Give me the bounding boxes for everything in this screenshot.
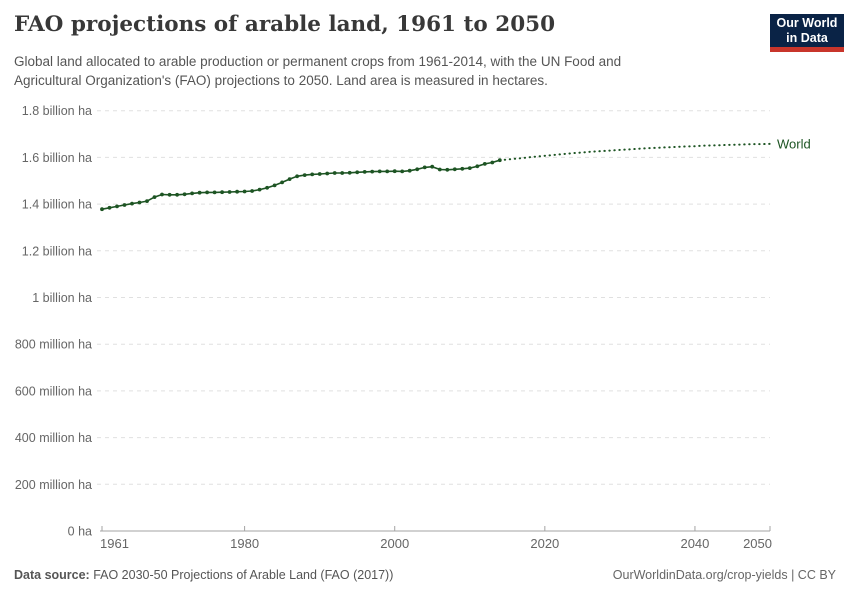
world-data-point[interactable] xyxy=(227,190,232,194)
world-data-point[interactable] xyxy=(197,190,202,195)
chart-subtitle: Global land allocated to arable producti… xyxy=(14,52,621,90)
world-data-point[interactable] xyxy=(287,177,292,182)
y-axis-tick-label: 1 billion ha xyxy=(32,291,92,305)
x-axis-tick-label: 1980 xyxy=(230,536,259,551)
world-data-point[interactable] xyxy=(400,169,405,174)
world-data-point[interactable] xyxy=(182,192,187,197)
world-data-point[interactable] xyxy=(467,166,472,171)
world-data-point[interactable] xyxy=(235,189,240,194)
y-axis-tick-label: 1.6 billion ha xyxy=(22,151,92,165)
y-axis-tick-label: 200 million ha xyxy=(15,478,92,492)
owid-logo-text-line2: in Data xyxy=(786,30,828,45)
y-axis-tick-label: 0 ha xyxy=(68,525,92,539)
y-axis-tick-label: 1.8 billion ha xyxy=(22,104,92,118)
world-data-point[interactable] xyxy=(130,201,134,206)
world-data-point[interactable] xyxy=(302,173,307,178)
world-data-point[interactable] xyxy=(317,172,322,176)
y-axis-tick-label: 400 million ha xyxy=(15,431,92,445)
chart-subtitle-line1: Global land allocated to arable producti… xyxy=(14,54,622,69)
world-data-point[interactable] xyxy=(475,164,480,169)
world-data-point[interactable] xyxy=(332,171,337,175)
y-axis-tick-label: 1.2 billion ha xyxy=(22,244,92,258)
x-axis-tick-label: 2000 xyxy=(380,536,409,551)
world-data-point[interactable] xyxy=(340,171,345,175)
owid-logo[interactable]: Our World in Data xyxy=(770,14,844,52)
world-data-point[interactable] xyxy=(122,203,127,207)
world-data-point[interactable] xyxy=(407,168,412,173)
y-axis-tick-label: 600 million ha xyxy=(15,384,92,398)
world-data-point[interactable] xyxy=(167,192,172,197)
data-source-note: Data source: FAO 2030-50 Projections of … xyxy=(14,568,393,582)
world-line-projection[interactable] xyxy=(498,142,771,162)
world-data-point[interactable] xyxy=(482,162,487,166)
world-data-point[interactable] xyxy=(220,190,225,195)
world-data-point[interactable] xyxy=(370,169,375,174)
footer-citation-link[interactable]: OurWorldinData.org/crop-yields | CC BY xyxy=(612,568,836,582)
world-data-point[interactable] xyxy=(175,192,180,197)
world-data-point[interactable] xyxy=(145,199,149,204)
world-data-point[interactable] xyxy=(422,165,427,170)
world-data-point[interactable] xyxy=(325,171,330,176)
world-data-point[interactable] xyxy=(100,207,104,212)
world-data-point[interactable] xyxy=(212,190,217,195)
world-data-point[interactable] xyxy=(445,167,450,172)
world-data-point[interactable] xyxy=(137,200,142,205)
x-axis-tick-label: 2050 xyxy=(743,536,772,551)
world-data-point[interactable] xyxy=(250,189,255,193)
world-data-point[interactable] xyxy=(437,167,442,172)
world-series-label[interactable]: World xyxy=(777,136,811,151)
x-axis-tick-label: 2040 xyxy=(680,536,709,551)
world-data-point[interactable] xyxy=(205,190,210,195)
world-data-point[interactable] xyxy=(272,183,277,188)
world-data-point[interactable] xyxy=(415,167,420,172)
world-data-point[interactable] xyxy=(392,169,397,174)
y-axis-tick-label: 800 million ha xyxy=(15,338,92,352)
page-title: FAO projections of arable land, 1961 to … xyxy=(14,12,556,37)
world-data-point[interactable] xyxy=(115,204,119,209)
world-data-point[interactable] xyxy=(257,187,262,192)
data-source-label: Data source: xyxy=(14,568,90,582)
world-line-historical[interactable] xyxy=(101,159,501,210)
world-data-point[interactable] xyxy=(460,166,465,171)
world-data-point[interactable] xyxy=(280,180,284,185)
y-axis-tick-label: 1.4 billion ha xyxy=(22,198,92,212)
chart-footer: Data source: FAO 2030-50 Projections of … xyxy=(14,568,836,582)
data-source-text: FAO 2030-50 Projections of Arable Land (… xyxy=(89,568,394,582)
world-data-point[interactable] xyxy=(347,170,352,175)
x-axis-tick-label: 1961 xyxy=(100,536,129,551)
owid-logo-text-line1: Our World xyxy=(776,15,838,30)
world-data-point[interactable] xyxy=(452,167,457,172)
world-data-point[interactable] xyxy=(295,174,299,179)
world-data-point[interactable] xyxy=(385,169,390,174)
world-data-point[interactable] xyxy=(190,191,195,196)
world-data-point[interactable] xyxy=(242,189,247,194)
world-data-point[interactable] xyxy=(265,185,269,190)
world-data-point[interactable] xyxy=(377,169,382,174)
chart-subtitle-line2: Agricultural Organization's (FAO) projec… xyxy=(14,73,548,88)
world-data-point[interactable] xyxy=(107,205,112,210)
world-data-point[interactable] xyxy=(490,160,495,165)
world-data-point[interactable] xyxy=(152,195,157,200)
world-data-point[interactable] xyxy=(430,164,435,169)
world-data-point[interactable] xyxy=(310,172,315,177)
world-data-point[interactable] xyxy=(160,192,164,197)
x-axis-tick-label: 2020 xyxy=(530,536,559,551)
world-data-point[interactable] xyxy=(355,170,360,175)
world-data-point[interactable] xyxy=(362,170,367,174)
